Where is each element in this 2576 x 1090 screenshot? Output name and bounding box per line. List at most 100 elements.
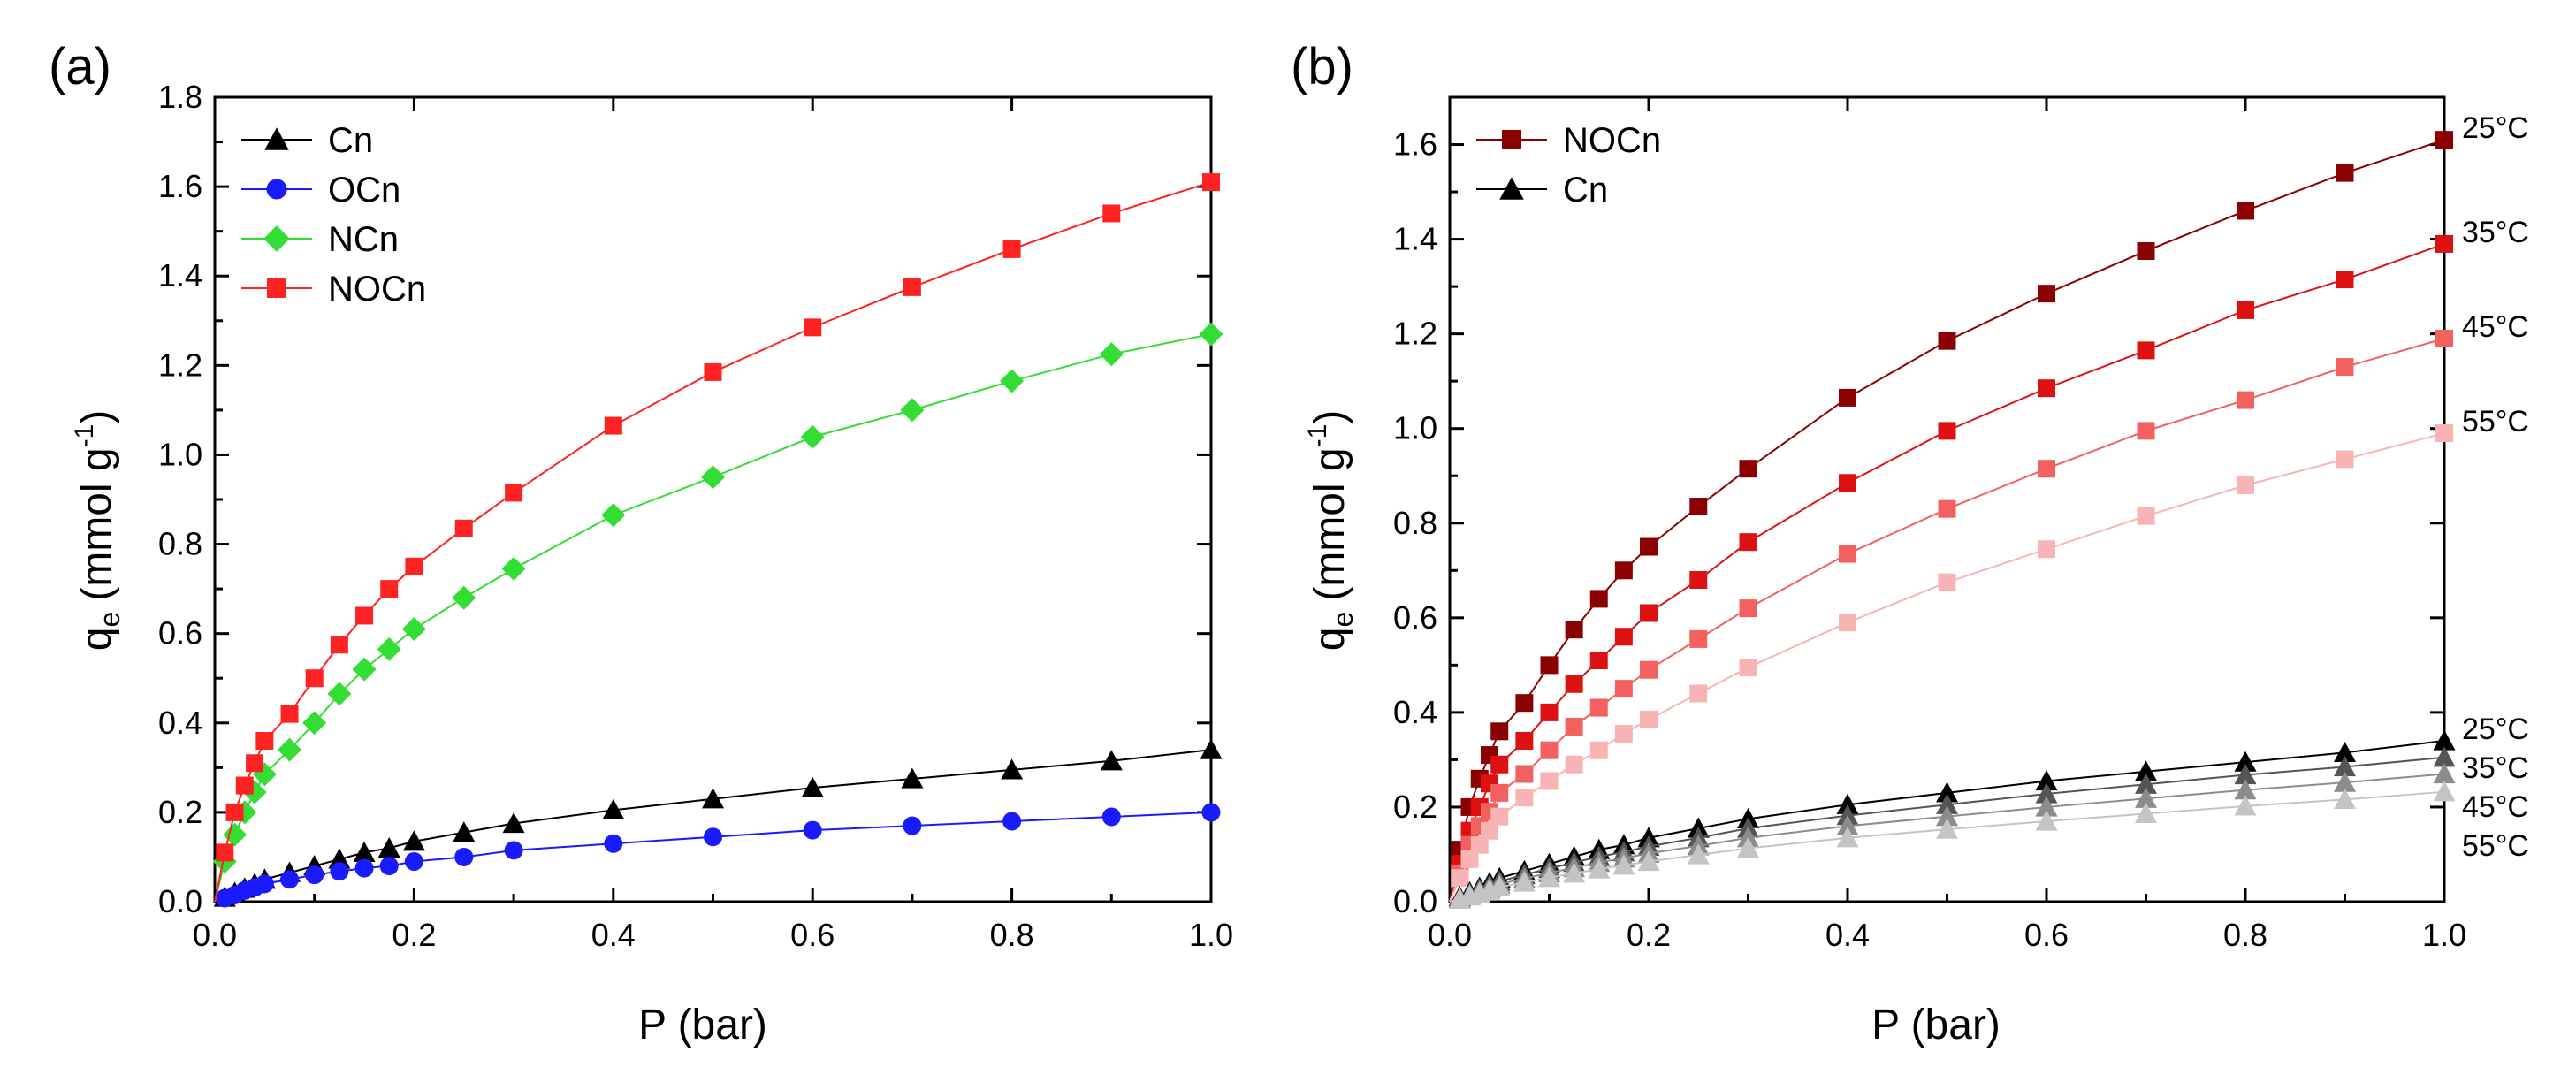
data-point-cn-35-c — [1936, 793, 1958, 814]
data-point-nocn-35-c — [2237, 301, 2254, 319]
panel-b-legend: NOCn Cn — [1476, 121, 1661, 210]
y-tick-label: 0.6 — [158, 615, 202, 652]
data-point-cn-45-c — [2334, 771, 2356, 792]
data-point-nocn-55-c — [1589, 741, 1608, 759]
panel-a-axes: 0.0 0.2 0.4 0.6 0.8 1.0 0.0 0.2 0.4 0.6 0.8 1.0 1.2 1… — [158, 79, 1233, 953]
data-point-nocn-35-c — [1640, 604, 1658, 622]
data-point-nocn-45-c — [1739, 599, 1757, 618]
data-point-cn-35-c — [2334, 755, 2356, 777]
data-point-nocn-55-c — [1739, 659, 1757, 677]
temperature-label: 35°C — [2462, 751, 2529, 785]
data-point-cn-35-c — [2035, 782, 2058, 804]
data-point-cn-25-c — [2035, 770, 2058, 791]
series-cn-55-c — [1448, 781, 2456, 909]
data-point-cn-55-c — [1563, 862, 1586, 883]
data-point-nocn-35-c — [1589, 652, 1608, 669]
data-point-cn-55-c — [1836, 827, 1859, 848]
series-nocn-55-c — [1449, 424, 2453, 903]
data-point-nocn — [704, 362, 722, 381]
data-point-nocn-45-c — [1515, 765, 1534, 783]
panel-b-temperature-labels: 25°C 35°C 45°C 55°C 25°C 35°C 45°C 55°C — [2462, 111, 2529, 863]
data-point-nocn-25-c — [1839, 388, 1856, 407]
legend-marker-nocn — [1502, 130, 1521, 149]
data-point-cn-55-c — [1637, 850, 1660, 872]
data-point-ncn — [352, 657, 377, 682]
data-point-cn-55-c — [1513, 871, 1536, 892]
y-tick-label: 0.8 — [1393, 505, 1437, 541]
data-point-cn-55-c — [1936, 818, 1958, 839]
legend-label-nocn: NOCn — [1563, 121, 1661, 160]
data-point-nocn-55-c — [2038, 540, 2055, 559]
series-line-cn — [214, 749, 1212, 903]
data-point-nocn-55-c — [2137, 507, 2155, 525]
temperature-label: 25°C — [2462, 713, 2529, 746]
y-tick-label: 1.2 — [1393, 316, 1437, 352]
data-point-nocn — [903, 278, 921, 296]
data-point-cn — [801, 776, 824, 797]
data-point-nocn-25-c — [1589, 590, 1608, 608]
data-point-nocn-25-c — [1614, 561, 1633, 580]
data-point-nocn-35-c — [2435, 234, 2453, 253]
data-point-nocn-25-c — [2336, 164, 2354, 182]
legend-marker-nocn — [267, 278, 286, 298]
data-point-nocn — [505, 484, 523, 502]
legend-marker-ncn — [263, 225, 290, 252]
data-point-cn — [353, 841, 376, 863]
y-tick-label: 1.6 — [158, 168, 202, 204]
legend-item-cn: Cn — [1476, 171, 1608, 210]
data-point-cn — [328, 848, 351, 869]
data-point-cn-55-c — [1588, 858, 1611, 879]
data-point-ncn — [278, 737, 302, 762]
data-point-cn — [453, 821, 476, 842]
legend-item-cn: Cn — [241, 121, 373, 160]
data-point-nocn-35-c — [1515, 732, 1534, 750]
data-point-nocn-55-c — [1839, 614, 1856, 632]
data-point-nocn-25-c — [1739, 460, 1757, 478]
data-point-ocn — [504, 841, 523, 860]
data-point-ncn — [452, 585, 476, 610]
data-point-ncn — [1000, 369, 1025, 393]
data-point-ncn — [900, 398, 925, 423]
data-point-nocn-25-c — [1515, 694, 1534, 713]
y-tick-label: 1.8 — [158, 79, 202, 115]
panel-a: (a) 0.0 0.2 0.4 0.6 0.8 1.0 0.0 0.2 0.4 0.6 0.8 1.0… — [49, 38, 1233, 1048]
data-point-nocn-35-c — [1739, 533, 1757, 552]
data-point-nocn-45-c — [1589, 698, 1608, 717]
panel-b-y-axis-sup: -1 — [1303, 424, 1332, 448]
temperature-label: 55°C — [2462, 829, 2529, 863]
series-cn-35-c — [1448, 746, 2456, 908]
data-point-ocn — [379, 857, 399, 876]
panel-b-series — [1448, 131, 2456, 909]
legend-item-ocn: OCn — [241, 171, 400, 210]
data-point-nocn-55-c — [1689, 684, 1708, 703]
plot-frame — [1448, 95, 2446, 903]
panel-b-x-axis-title: P (bar) — [1871, 1002, 2001, 1048]
data-point-nocn — [1002, 240, 1021, 258]
data-point-nocn-45-c — [1490, 783, 1509, 802]
legend-marker-cn — [264, 127, 289, 150]
data-point-nocn-25-c — [1640, 537, 1658, 556]
x-tick-label: 1.0 — [2422, 917, 2466, 953]
panel-b: (b) 0.0 0.2 0.4 0.6 0.8 1.0 0.0 0.2 0.4 0.6 0.8 1.0… — [1291, 38, 2529, 1048]
data-point-cn-55-c — [1737, 837, 1759, 858]
data-point-cn-55-c — [2035, 810, 2058, 831]
panel-b-y-axis-close: ) — [1307, 410, 1353, 424]
panel-a-y-axis-unit: (mmol g — [73, 447, 120, 600]
data-point-cn-25-c — [2135, 760, 2157, 781]
x-tick-label: 0.4 — [1825, 917, 1870, 953]
data-point-nocn-35-c — [1614, 628, 1633, 646]
series-cn — [213, 738, 1223, 907]
y-tick-label: 0.2 — [1393, 789, 1437, 825]
data-point-cn-55-c — [2433, 781, 2456, 802]
y-tick-label: 0.6 — [1393, 599, 1437, 636]
data-point-cn-35-c — [2433, 746, 2456, 767]
data-point-nocn-45-c — [2435, 330, 2453, 347]
data-point-nocn-25-c — [1565, 621, 1583, 639]
legend-label-ncn: NCn — [328, 220, 399, 259]
data-point-nocn-25-c — [1540, 656, 1559, 675]
data-point-cn — [377, 836, 400, 858]
data-point-nocn-55-c — [1565, 755, 1583, 774]
data-point-cn-45-c — [1836, 814, 1859, 835]
temperature-label: 45°C — [2462, 310, 2529, 344]
y-tick-label: 0.8 — [158, 526, 202, 562]
